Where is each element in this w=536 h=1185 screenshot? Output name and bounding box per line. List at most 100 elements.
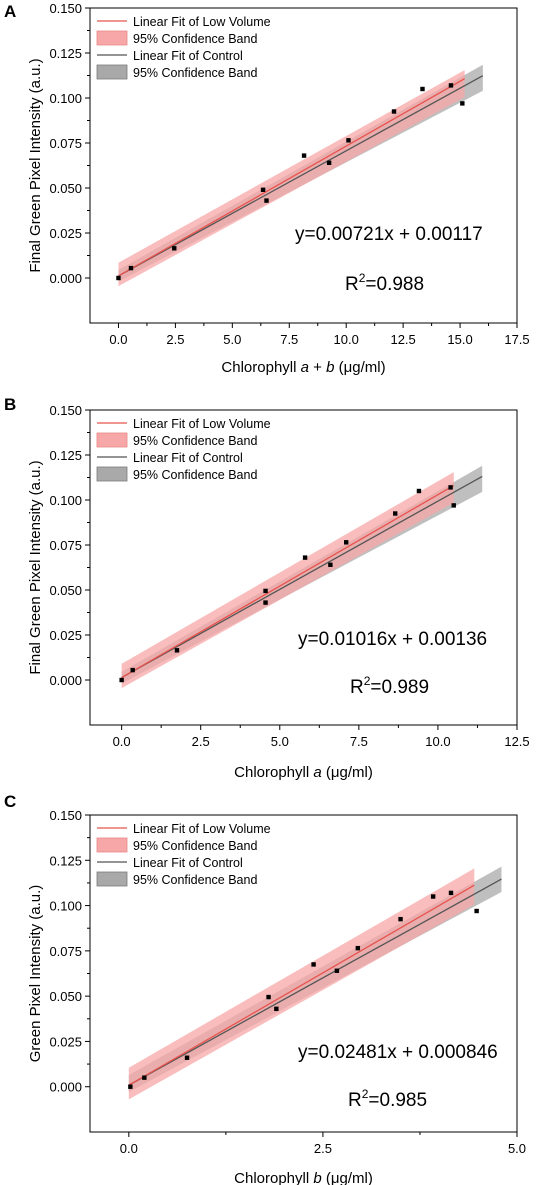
- legend-label: 95% Confidence Band: [133, 839, 257, 853]
- y-tick-label: 0.150: [49, 1, 82, 16]
- x-axis-label-part: Chlorophyll: [234, 764, 313, 781]
- x-tick-label: 0.0: [120, 1141, 138, 1156]
- x-axis-label-part: Chlorophyll: [234, 1170, 313, 1185]
- fit-equation: y=0.02481x + 0.000846: [298, 1042, 498, 1063]
- y-tick-label: 0.075: [49, 944, 82, 959]
- y-tick-label: 0.100: [49, 899, 82, 914]
- legend-label: 95% Confidence Band: [133, 873, 257, 887]
- y-tick-label: 0.050: [49, 989, 82, 1004]
- x-tick-label: 0.0: [109, 332, 127, 347]
- x-tick-label: 12.5: [390, 332, 415, 347]
- y-tick-label: 0.075: [49, 136, 82, 151]
- control-fit-line: [118, 75, 484, 277]
- y-tick-label: 0.000: [49, 271, 82, 286]
- data-point: [302, 555, 308, 560]
- low-volume-confidence-band: [128, 868, 475, 1100]
- low-volume-confidence-band: [121, 472, 454, 689]
- x-axis-label: Chlorophyll b (μg/ml): [234, 1170, 373, 1185]
- data-point: [448, 485, 453, 490]
- legend-label: Linear Fit of Low Volume: [133, 15, 271, 29]
- legend-swatch-band: [96, 432, 128, 448]
- data-point: [264, 198, 269, 203]
- x-axis-label-part: (μg/ml): [322, 1170, 373, 1185]
- x-axis-label: Chlorophyll a + b (μg/ml): [221, 359, 385, 376]
- fit-equation: y=0.01016x + 0.00136: [298, 629, 487, 650]
- r-squared-symbol: R: [345, 274, 359, 295]
- legend-label: Linear Fit of Control: [133, 451, 243, 465]
- legend-label: 95% Confidence Band: [133, 32, 257, 46]
- y-tick-label: 0.025: [49, 1034, 82, 1049]
- r-squared: R2=0.989: [350, 674, 429, 698]
- y-tick-label: 0.100: [49, 91, 82, 106]
- data-point: [420, 86, 425, 92]
- data-point: [116, 275, 121, 281]
- legend-label: Linear Fit of Low Volume: [133, 822, 271, 836]
- data-point: [398, 916, 403, 922]
- data-point: [184, 1055, 190, 1060]
- legend-label: Linear Fit of Control: [133, 49, 243, 63]
- legend-label: Linear Fit of Low Volume: [133, 417, 271, 431]
- data-point: [460, 101, 465, 106]
- panel-a: A 0.000 0.025 0.050 0.075 0.100 0.125 0.150 0.0…: [0, 0, 536, 395]
- r-squared-value: =0.985: [368, 1090, 427, 1111]
- legend-label: Linear Fit of Control: [133, 856, 243, 870]
- data-point: [119, 677, 124, 683]
- x-tick-label: 15.0: [447, 332, 472, 347]
- y-tick-label: 0.150: [49, 403, 82, 418]
- x-axis-label-part: (μg/ml): [334, 359, 385, 376]
- x-tick-label: 10.0: [425, 734, 450, 749]
- data-point: [260, 187, 266, 192]
- x-axis-label: Chlorophyll a (μg/ml): [234, 764, 373, 781]
- x-tick-label: 7.5: [280, 332, 298, 347]
- data-point: [474, 908, 479, 914]
- y-tick-label: 0.075: [49, 538, 82, 553]
- low-volume-fit-line: [128, 884, 475, 1086]
- control-fit-line: [121, 475, 483, 679]
- data-point: [274, 1006, 279, 1012]
- y-tick-label: 0.125: [49, 853, 82, 868]
- low-volume-fit-line: [121, 484, 455, 679]
- r-squared-symbol: R: [350, 677, 364, 698]
- control-fit-line: [128, 878, 502, 1086]
- r-squared-symbol: R: [348, 1090, 362, 1111]
- x-axis-label-part: Chlorophyll: [221, 359, 300, 376]
- panel-b: B 0.000 0.025 0.050 0.075 0.100 0.125 0.150 0.0…: [0, 395, 536, 790]
- y-axis-label: Final Green Pixel Intensity (a.u.): [27, 460, 44, 674]
- chart-c: 0.000 0.025 0.050 0.075 0.100 0.125 0.150 0.0 2.…: [27, 808, 526, 1185]
- x-axis-label-part: a: [313, 764, 321, 781]
- x-tick-label: 5.0: [271, 734, 289, 749]
- data-point: [328, 562, 333, 567]
- r-squared: R2=0.985: [348, 1087, 427, 1111]
- panel-label-a: A: [4, 2, 17, 21]
- data-point: [142, 1075, 147, 1080]
- x-tick-label: 12.5: [504, 734, 529, 749]
- y-axis-label: Final Green Pixel Intensity (a.u.): [27, 58, 44, 272]
- data-point: [128, 1084, 133, 1089]
- x-tick-label: 0.0: [113, 734, 131, 749]
- x-axis-label-part: b: [326, 359, 334, 376]
- data-point: [416, 488, 422, 494]
- data-point: [174, 648, 180, 653]
- y-tick-label: 0.025: [49, 226, 82, 241]
- data-point: [344, 540, 349, 545]
- data-point: [266, 994, 271, 1000]
- x-axis-label-part: a: [301, 359, 309, 376]
- data-point: [311, 962, 316, 967]
- data-point: [448, 83, 454, 88]
- x-tick-label: 10.0: [334, 332, 359, 347]
- y-tick-label: 0.100: [49, 493, 82, 508]
- data-point: [301, 153, 307, 158]
- low-volume-fit-line: [118, 78, 465, 277]
- data-point: [393, 511, 398, 516]
- r-squared-value: =0.988: [365, 274, 424, 295]
- data-point: [128, 265, 134, 271]
- x-tick-label: 5.0: [223, 332, 241, 347]
- legend-label: 95% Confidence Band: [133, 434, 257, 448]
- legend-swatch-band: [96, 30, 128, 46]
- x-tick-label: 2.5: [314, 1141, 332, 1156]
- y-tick-label: 0.025: [49, 628, 82, 643]
- x-tick-label: 2.5: [166, 332, 184, 347]
- r-squared-superscript: 2: [362, 1087, 369, 1101]
- y-tick-label: 0.150: [49, 808, 82, 823]
- y-axis-label: Green Pixel Intensity (a.u.): [27, 885, 44, 1063]
